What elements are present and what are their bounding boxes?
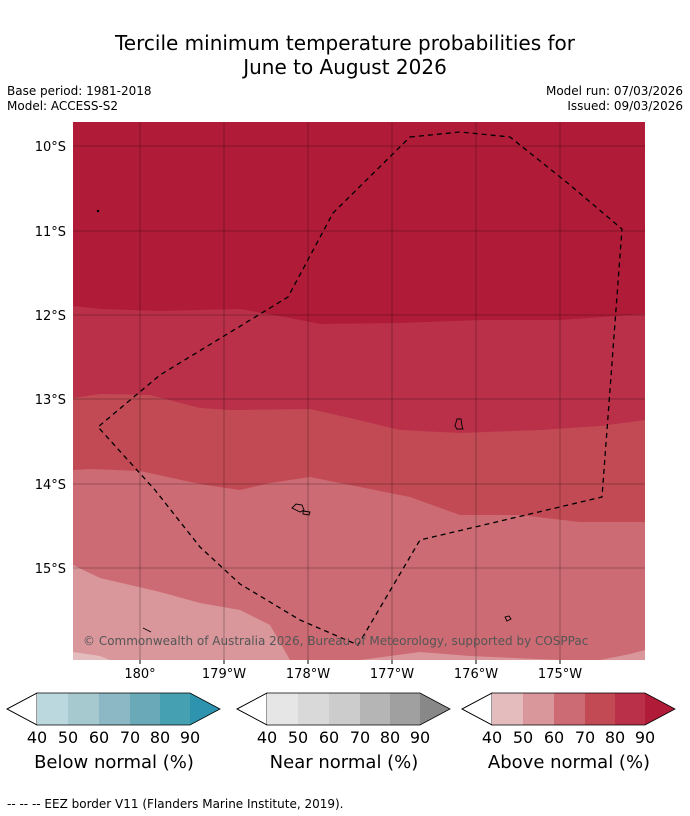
- lon-label-178w: 178°W: [286, 667, 330, 682]
- eez-border: [97, 131, 623, 646]
- colorbar-segment: [160, 693, 190, 725]
- colorbar-segment: [267, 693, 298, 725]
- lon-label-179w: 179°W: [202, 667, 246, 682]
- lat-axis: 10°S 11°S 12°S 13°S 14°S 15°S: [35, 140, 66, 577]
- eez-footnote: -- -- -- EEZ border V11 (Flanders Marine…: [7, 797, 344, 811]
- colorbar-segment: [492, 693, 523, 725]
- issued-date: Issued: 09/03/2026: [567, 99, 683, 113]
- island-central-islet: [302, 510, 311, 516]
- band-below-40: [360, 652, 560, 660]
- tick-label: 50: [512, 728, 534, 747]
- model-name: Model: ACCESS-S2: [7, 99, 119, 113]
- tick-label: 50: [57, 728, 79, 747]
- colorbar-extension-high: [420, 693, 450, 725]
- band-40-50: [73, 565, 290, 660]
- lon-ticks: [139, 660, 561, 664]
- colorbar-below-normal: [6, 692, 221, 726]
- lat-label-13s: 13°S: [35, 393, 66, 408]
- probability-map: 10°S 11°S 12°S 13°S 14°S 15°S 180° 179°W…: [35, 122, 645, 682]
- colorbar-outline: [461, 692, 676, 726]
- colorbar-extension-low: [6, 692, 38, 726]
- model-run-date: Model run: 07/03/2026: [545, 84, 683, 98]
- island-central: [291, 503, 305, 513]
- legend-title-below: Below normal (%): [34, 752, 194, 773]
- colorbar-segment: [99, 693, 130, 725]
- lon-label-180: 180°: [124, 667, 155, 682]
- tick-label: 80: [604, 728, 626, 747]
- colorbar-segment: [130, 693, 160, 725]
- tick-label: 60: [543, 728, 565, 747]
- colorbar-segment: [554, 693, 585, 725]
- lat-label-15s: 15°S: [35, 562, 66, 577]
- legend-below-normal: 40 50 60 70 80 90 Below normal (%): [6, 692, 222, 782]
- title-line-1: Tercile minimum temperature probabilitie…: [114, 31, 576, 55]
- colorbar-segment: [523, 693, 554, 725]
- run-info: Model run: 07/03/2026 Issued: 09/03/2026: [546, 84, 683, 114]
- tick-label: 80: [149, 728, 171, 747]
- colorbar-extension-low: [461, 692, 493, 726]
- colorbar-extension-high: [190, 693, 220, 725]
- island-northwest: [96, 209, 100, 213]
- colorbar-extension-high: [645, 693, 675, 725]
- lon-label-175w: 175°W: [538, 667, 582, 682]
- island-southwest: [142, 627, 152, 633]
- colorbar-above-normal: [461, 692, 676, 726]
- colorbar-segment: [37, 693, 68, 725]
- colorbar-outline: [236, 692, 451, 726]
- lat-label-10s: 10°S: [35, 140, 66, 155]
- tick-label: 50: [287, 728, 309, 747]
- tick-label: 90: [409, 728, 431, 747]
- tick-label: 40: [256, 728, 278, 747]
- tick-label: 40: [26, 728, 48, 747]
- tick-label: 70: [574, 728, 596, 747]
- tick-label: 70: [119, 728, 141, 747]
- probability-fill: [73, 122, 645, 660]
- tick-label: 80: [379, 728, 401, 747]
- colorbar-segment: [585, 693, 615, 725]
- base-period: Base period: 1981-2018: [7, 84, 152, 98]
- legend-title-near: Near normal (%): [269, 752, 419, 773]
- colorbar-segment: [329, 693, 360, 725]
- tick-label: 60: [88, 728, 110, 747]
- lat-label-14s: 14°S: [35, 478, 66, 493]
- band-light-corner: [73, 652, 110, 660]
- band-ne-corner: [600, 650, 645, 660]
- lon-label-177w: 177°W: [370, 667, 414, 682]
- colorbar-segment: [360, 693, 390, 725]
- graticule: [73, 122, 645, 660]
- legend-above-normal: 40 50 60 70 80 90 Above normal (%): [461, 692, 677, 782]
- lon-label-176w: 176°W: [454, 667, 498, 682]
- title-line-2: June to August 2026: [243, 55, 447, 79]
- islands: [96, 209, 512, 633]
- colorbar-segment: [615, 693, 645, 725]
- colorbar-segment: [68, 693, 99, 725]
- island-south: [504, 615, 512, 622]
- colorbar-segment: [390, 693, 420, 725]
- island-east: [454, 418, 464, 430]
- chart-title: Tercile minimum temperature probabilitie…: [0, 31, 690, 79]
- colorbar-near-normal: [236, 692, 451, 726]
- tick-label: 60: [318, 728, 340, 747]
- tick-label: 70: [349, 728, 371, 747]
- model-info: Base period: 1981-2018 Model: ACCESS-S2: [7, 84, 152, 114]
- tick-label: 90: [634, 728, 656, 747]
- legend-title-above: Above normal (%): [487, 752, 651, 773]
- colorbar-outline: [6, 692, 221, 726]
- colorbar-extension-low: [236, 692, 268, 726]
- lat-label-12s: 12°S: [35, 309, 66, 324]
- copyright-notice: © Commonwealth of Australia 2026, Bureau…: [83, 634, 588, 648]
- lon-axis: 180° 179°W 178°W 177°W 176°W 175°W: [124, 667, 582, 682]
- colorbar-segment: [298, 693, 329, 725]
- lat-label-11s: 11°S: [35, 225, 66, 240]
- tick-label: 90: [179, 728, 201, 747]
- tick-label: 40: [481, 728, 503, 747]
- legend-near-normal: 40 50 60 70 80 90 Near normal (%): [236, 692, 452, 782]
